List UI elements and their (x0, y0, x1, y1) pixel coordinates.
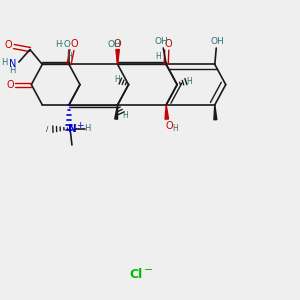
Text: OH: OH (211, 37, 225, 46)
Polygon shape (115, 105, 118, 119)
Text: OH: OH (108, 40, 122, 49)
Text: H: H (122, 111, 128, 120)
Text: H: H (114, 75, 120, 84)
Text: /: / (46, 126, 49, 132)
Text: N: N (68, 124, 77, 134)
Text: N: N (9, 59, 16, 69)
Text: H: H (9, 66, 16, 75)
Text: +: + (76, 121, 83, 130)
Text: H: H (55, 40, 61, 49)
Text: H: H (84, 124, 90, 133)
Text: O: O (6, 80, 14, 90)
Text: −: − (144, 265, 153, 275)
Text: ·O: ·O (61, 40, 71, 49)
Text: H: H (187, 76, 192, 85)
Text: H: H (155, 52, 161, 61)
Text: H: H (1, 58, 8, 67)
Polygon shape (214, 105, 217, 120)
Text: O: O (165, 121, 173, 130)
Polygon shape (116, 50, 119, 64)
Text: O: O (70, 39, 78, 49)
Text: OH: OH (155, 37, 169, 46)
Text: H: H (173, 124, 178, 133)
Text: O: O (165, 39, 172, 49)
Text: O: O (114, 39, 122, 49)
Text: H: H (66, 52, 72, 61)
Text: O: O (5, 40, 12, 50)
Text: Cl: Cl (130, 268, 143, 281)
Polygon shape (165, 105, 169, 119)
